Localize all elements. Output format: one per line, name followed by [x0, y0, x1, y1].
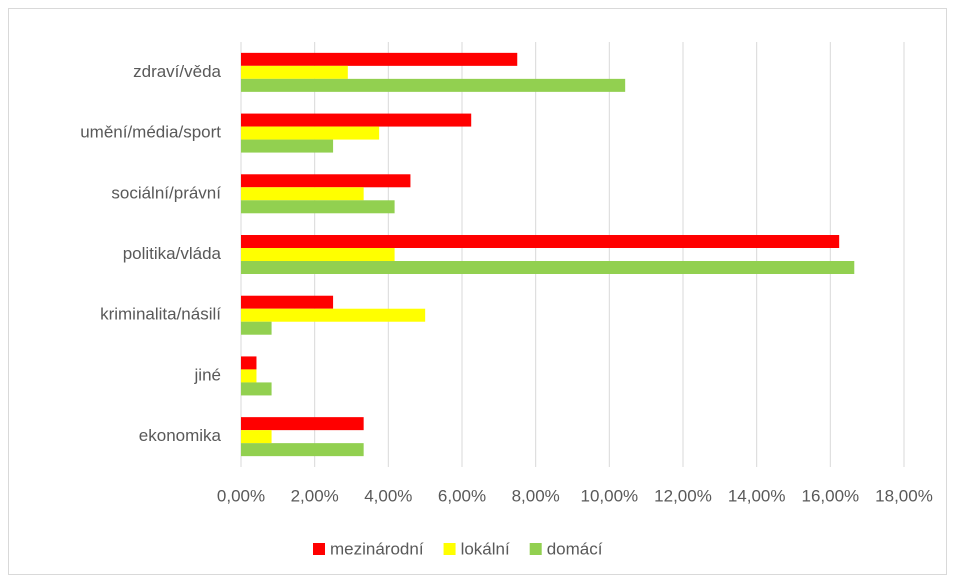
x-tick-label: 2,00%	[291, 486, 339, 505]
bar	[241, 65, 348, 79]
bar	[241, 78, 626, 92]
bar	[241, 382, 272, 396]
bar	[241, 321, 272, 335]
y-tick-label: kriminalita/násilí	[100, 305, 221, 324]
x-tick-label: 6,00%	[438, 486, 486, 505]
y-tick-label: politika/vláda	[123, 244, 222, 263]
legend-label: domácí	[547, 539, 603, 558]
bar	[241, 430, 272, 444]
y-tick-label: sociální/právní	[111, 183, 221, 202]
bar	[241, 443, 364, 457]
bar	[241, 126, 380, 140]
chart-border	[8, 8, 947, 575]
legend-swatch	[443, 543, 456, 555]
y-tick-label: umění/média/sport	[80, 123, 221, 142]
x-tick-label: 12,00%	[654, 486, 712, 505]
y-tick-label: jiné	[194, 365, 221, 384]
x-tick-label: 4,00%	[364, 486, 412, 505]
y-tick-label: ekonomika	[139, 426, 222, 445]
x-tick-label: 0,00%	[217, 486, 265, 505]
bar	[241, 308, 426, 322]
bar	[241, 417, 364, 431]
bar	[241, 235, 840, 248]
bar	[241, 295, 334, 309]
legend-swatch	[529, 543, 542, 555]
bar	[241, 139, 334, 153]
legend-label: mezinárodní	[330, 539, 424, 558]
x-tick-label: 16,00%	[801, 486, 859, 505]
x-tick-label: 18,00%	[875, 486, 933, 505]
legend-label: lokální	[461, 539, 510, 558]
x-tick-label: 8,00%	[512, 486, 560, 505]
x-tick-label: 14,00%	[728, 486, 786, 505]
x-tick-label: 10,00%	[580, 486, 638, 505]
bar	[241, 248, 395, 261]
legend-swatch	[313, 543, 325, 555]
bar	[241, 261, 855, 274]
y-tick-label: zdraví/věda	[133, 62, 221, 81]
bar	[241, 200, 395, 214]
bar	[241, 369, 257, 383]
bar	[241, 187, 364, 201]
bar	[241, 52, 518, 66]
bar	[241, 113, 472, 127]
bar	[241, 356, 257, 370]
bar	[241, 174, 411, 188]
